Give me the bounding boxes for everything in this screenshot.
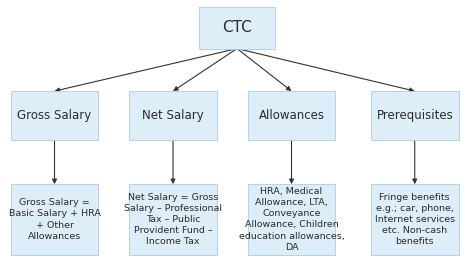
FancyBboxPatch shape: [371, 184, 459, 255]
FancyBboxPatch shape: [247, 91, 336, 140]
Text: HRA, Medical
Allowance, LTA,
Conveyance
Allowance, Children
education allowances: HRA, Medical Allowance, LTA, Conveyance …: [238, 187, 345, 252]
Text: Prerequisites: Prerequisites: [376, 109, 453, 122]
Text: Fringe benefits
e.g.; car, phone,
Internet services
etc. Non-cash
benefits: Fringe benefits e.g.; car, phone, Intern…: [374, 193, 455, 246]
FancyBboxPatch shape: [371, 91, 459, 140]
FancyBboxPatch shape: [247, 184, 336, 255]
FancyBboxPatch shape: [129, 184, 217, 255]
FancyBboxPatch shape: [11, 184, 99, 255]
Text: CTC: CTC: [222, 20, 252, 35]
Text: Gross Salary: Gross Salary: [18, 109, 91, 122]
FancyBboxPatch shape: [199, 7, 275, 48]
Text: Net Salary = Gross
Salary – Professional
Tax – Public
Provident Fund –
Income Ta: Net Salary = Gross Salary – Professional…: [124, 193, 222, 246]
FancyBboxPatch shape: [129, 91, 217, 140]
Text: Allowances: Allowances: [258, 109, 325, 122]
Text: Gross Salary =
Basic Salary + HRA
+ Other
Allowances: Gross Salary = Basic Salary + HRA + Othe…: [9, 198, 100, 241]
FancyBboxPatch shape: [11, 91, 99, 140]
Text: Net Salary: Net Salary: [142, 109, 204, 122]
